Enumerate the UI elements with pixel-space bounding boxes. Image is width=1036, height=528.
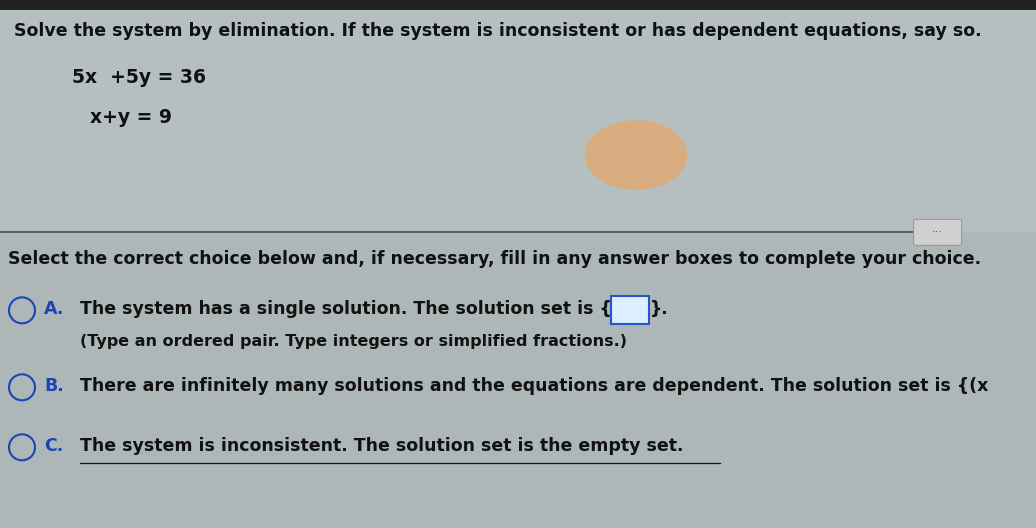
Text: The system has a single solution. The solution set is {: The system has a single solution. The so…	[80, 300, 611, 318]
Text: C.: C.	[44, 437, 63, 455]
Bar	[0, 232, 1036, 528]
Text: A.: A.	[44, 300, 64, 318]
Bar	[0, 0, 1036, 10]
Text: (Type an ordered pair. Type integers or simplified fractions.): (Type an ordered pair. Type integers or …	[80, 334, 627, 350]
FancyBboxPatch shape	[914, 219, 961, 246]
Text: There are infinitely many solutions and the equations are dependent. The solutio: There are infinitely many solutions and …	[80, 378, 988, 395]
FancyBboxPatch shape	[611, 296, 649, 324]
Text: x+y = 9: x+y = 9	[90, 108, 172, 127]
Text: 5x  +5y = 36: 5x +5y = 36	[71, 68, 206, 87]
Text: The system is inconsistent. The solution set is the empty set.: The system is inconsistent. The solution…	[80, 437, 684, 455]
Text: Select the correct choice below and, if necessary, fill in any answer boxes to c: Select the correct choice below and, if …	[8, 250, 981, 268]
Text: B.: B.	[44, 378, 64, 395]
Ellipse shape	[584, 120, 688, 190]
Bar	[0, 0, 1036, 232]
Text: ···: ···	[932, 228, 943, 237]
Text: }.: }.	[650, 300, 669, 318]
Text: Solve the system by elimination. If the system is inconsistent or has dependent : Solve the system by elimination. If the …	[15, 22, 982, 40]
